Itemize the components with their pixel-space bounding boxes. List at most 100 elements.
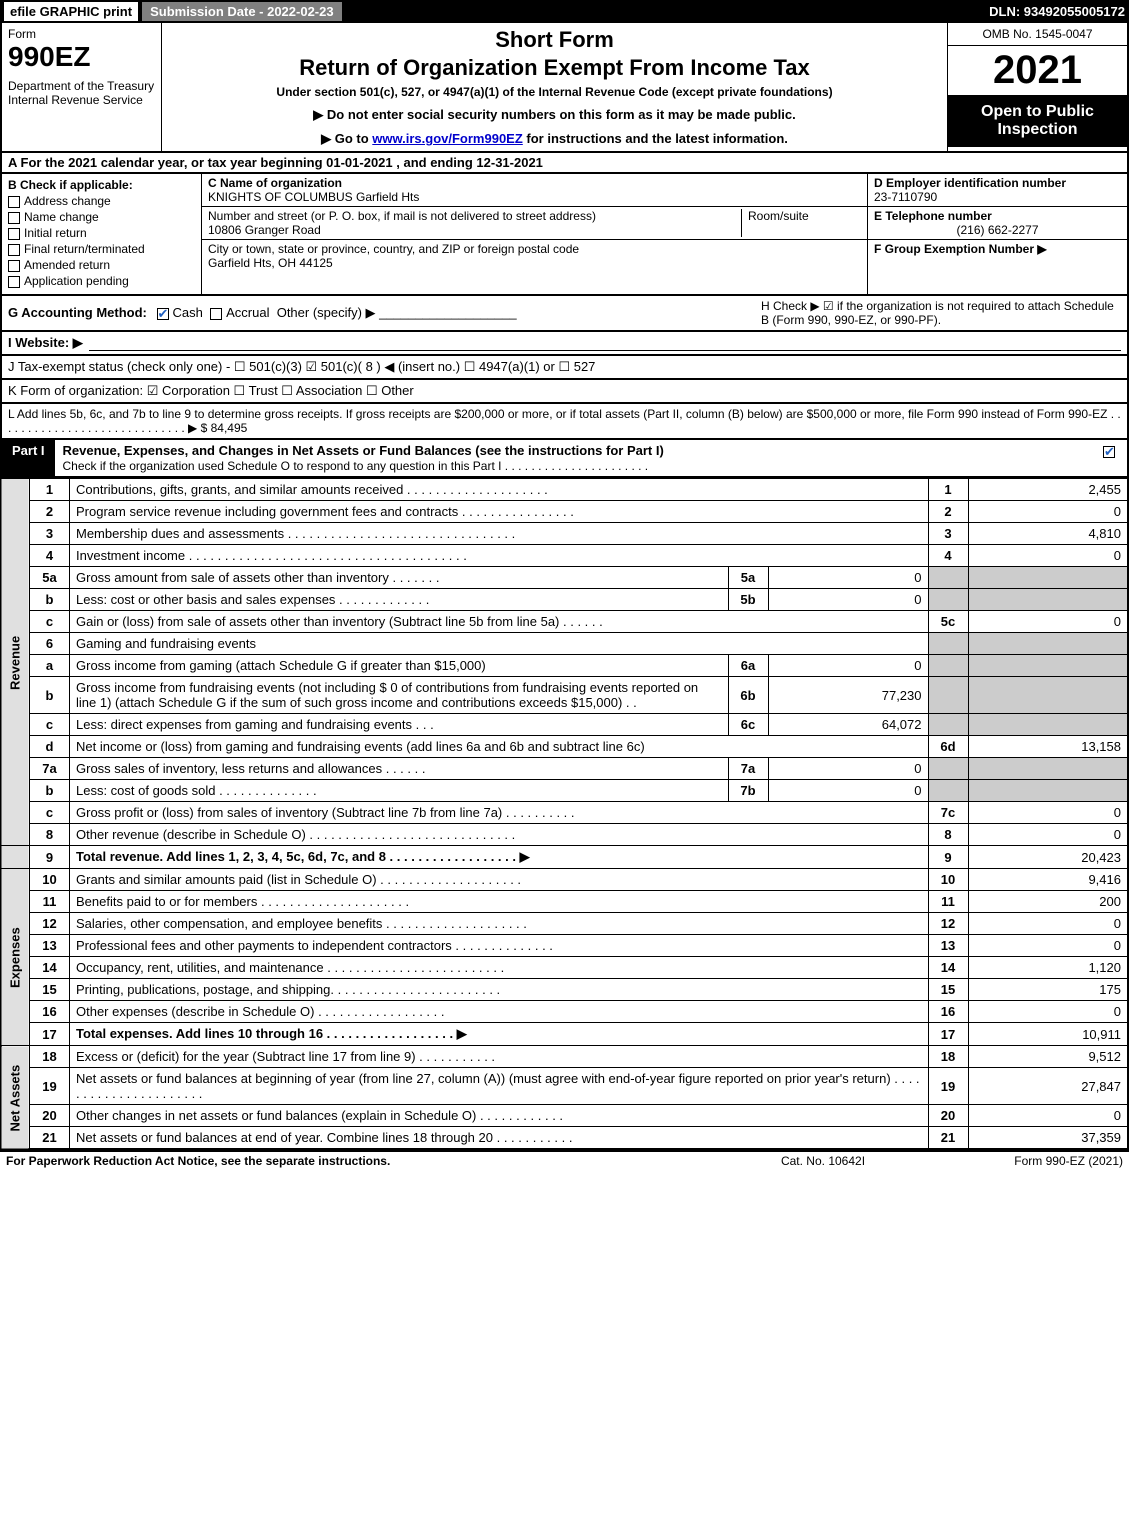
subval-7b: 0: [768, 780, 928, 802]
num-6d: 6d: [928, 736, 968, 758]
num-9: 9: [928, 846, 968, 869]
org-street: 10806 Granger Road: [208, 223, 741, 237]
chk-initial[interactable]: Initial return: [8, 226, 195, 240]
ln-5c: c: [30, 611, 70, 633]
chk-accrual[interactable]: [210, 308, 222, 320]
desc-10: Grants and similar amounts paid (list in…: [70, 869, 929, 891]
desc-6a: Gross income from gaming (attach Schedul…: [70, 655, 729, 677]
desc-6b: Gross income from fundraising events (no…: [70, 677, 729, 714]
num-2: 2: [928, 501, 968, 523]
desc-13: Professional fees and other payments to …: [70, 935, 929, 957]
short-form-title: Short Form: [168, 27, 941, 53]
chk-amended[interactable]: Amended return: [8, 258, 195, 272]
chk-name[interactable]: Name change: [8, 210, 195, 224]
ln-16: 16: [30, 1001, 70, 1023]
sub-6b: 6b: [728, 677, 768, 714]
chk-final[interactable]: Final return/terminated: [8, 242, 195, 256]
chk-cash[interactable]: [157, 308, 169, 320]
num-21: 21: [928, 1127, 968, 1150]
ln-5a: 5a: [30, 567, 70, 589]
num-10: 10: [928, 869, 968, 891]
subval-6a: 0: [768, 655, 928, 677]
num-15: 15: [928, 979, 968, 1001]
val-19: 27,847: [968, 1068, 1128, 1105]
val-4: 0: [968, 545, 1128, 567]
section-g: G Accounting Method: Cash Accrual Other …: [8, 305, 761, 321]
subval-7a: 0: [768, 758, 928, 780]
ln-6c: c: [30, 714, 70, 736]
val-15: 175: [968, 979, 1128, 1001]
val-13: 0: [968, 935, 1128, 957]
part1-header: Part I Revenue, Expenses, and Changes in…: [0, 440, 1129, 478]
subval-5a: 0: [768, 567, 928, 589]
shade-5a: [928, 567, 968, 589]
part1-table: Revenue 1 Contributions, gifts, grants, …: [0, 478, 1129, 1150]
desc-3: Membership dues and assessments . . . . …: [70, 523, 929, 545]
c-name-lbl: C Name of organization: [208, 176, 861, 190]
footer-right: Form 990-EZ (2021): [923, 1154, 1123, 1168]
ln-5b: b: [30, 589, 70, 611]
shade-7a: [928, 758, 968, 780]
sidebar-expenses: Expenses: [1, 869, 30, 1046]
ein-val: 23-7110790: [874, 190, 1121, 204]
desc-11: Benefits paid to or for members . . . . …: [70, 891, 929, 913]
shade-6b: [928, 677, 968, 714]
section-l: L Add lines 5b, 6c, and 7b to line 9 to …: [0, 404, 1129, 440]
form-header: Form 990EZ Department of the Treasury In…: [0, 23, 1129, 153]
e-tel: E Telephone number (216) 662-2277: [868, 207, 1127, 240]
val-9: 20,423: [968, 846, 1128, 869]
subval-6b: 77,230: [768, 677, 928, 714]
num-1: 1: [928, 479, 968, 501]
desc-18: Excess or (deficit) for the year (Subtra…: [70, 1046, 929, 1068]
val-5c: 0: [968, 611, 1128, 633]
form-title: Return of Organization Exempt From Incom…: [168, 55, 941, 81]
num-8: 8: [928, 824, 968, 846]
shadeval-5b: [968, 589, 1128, 611]
section-h: H Check ▶ ☑ if the organization is not r…: [761, 299, 1121, 327]
website-field[interactable]: [89, 335, 1121, 351]
val-7c: 0: [968, 802, 1128, 824]
subval-6c: 64,072: [768, 714, 928, 736]
note2-pre: ▶ Go to: [321, 131, 372, 146]
part1-check[interactable]: [1095, 440, 1127, 476]
desc-21: Net assets or fund balances at end of ye…: [70, 1127, 929, 1150]
department: Department of the Treasury Internal Reve…: [8, 79, 155, 107]
shadeval-6a: [968, 655, 1128, 677]
num-12: 12: [928, 913, 968, 935]
ln-9: 9: [30, 846, 70, 869]
val-3: 4,810: [968, 523, 1128, 545]
desc-5b: Less: cost or other basis and sales expe…: [70, 589, 729, 611]
val-6d: 13,158: [968, 736, 1128, 758]
val-17: 10,911: [968, 1023, 1128, 1046]
ln-21: 21: [30, 1127, 70, 1150]
g-label: G Accounting Method:: [8, 305, 147, 320]
tax-year: 2021: [948, 46, 1127, 95]
c-name-row: C Name of organization KNIGHTS OF COLUMB…: [202, 174, 867, 207]
val-8: 0: [968, 824, 1128, 846]
shade-7b: [928, 780, 968, 802]
section-c: C Name of organization KNIGHTS OF COLUMB…: [202, 174, 867, 294]
val-20: 0: [968, 1105, 1128, 1127]
chk-address[interactable]: Address change: [8, 194, 195, 208]
section-bcd: B Check if applicable: Address change Na…: [0, 174, 1129, 296]
desc-6c: Less: direct expenses from gaming and fu…: [70, 714, 729, 736]
d-ein: D Employer identification number 23-7110…: [868, 174, 1127, 207]
shadeval-6b: [968, 677, 1128, 714]
note2-post: for instructions and the latest informat…: [523, 131, 788, 146]
desc-7c: Gross profit or (loss) from sales of inv…: [70, 802, 929, 824]
ln-4: 4: [30, 545, 70, 567]
num-20: 20: [928, 1105, 968, 1127]
desc-6: Gaming and fundraising events: [70, 633, 929, 655]
shade-5b: [928, 589, 968, 611]
shade-6a: [928, 655, 968, 677]
ln-17: 17: [30, 1023, 70, 1046]
page-footer: For Paperwork Reduction Act Notice, see …: [0, 1150, 1129, 1170]
sub-7b: 7b: [728, 780, 768, 802]
chk-pending[interactable]: Application pending: [8, 274, 195, 288]
shadeval-6: [968, 633, 1128, 655]
section-a: A For the 2021 calendar year, or tax yea…: [0, 153, 1129, 174]
omb-number: OMB No. 1545-0047: [948, 23, 1127, 46]
desc-5a: Gross amount from sale of assets other t…: [70, 567, 729, 589]
irs-link[interactable]: www.irs.gov/Form990EZ: [372, 131, 523, 146]
num-13: 13: [928, 935, 968, 957]
